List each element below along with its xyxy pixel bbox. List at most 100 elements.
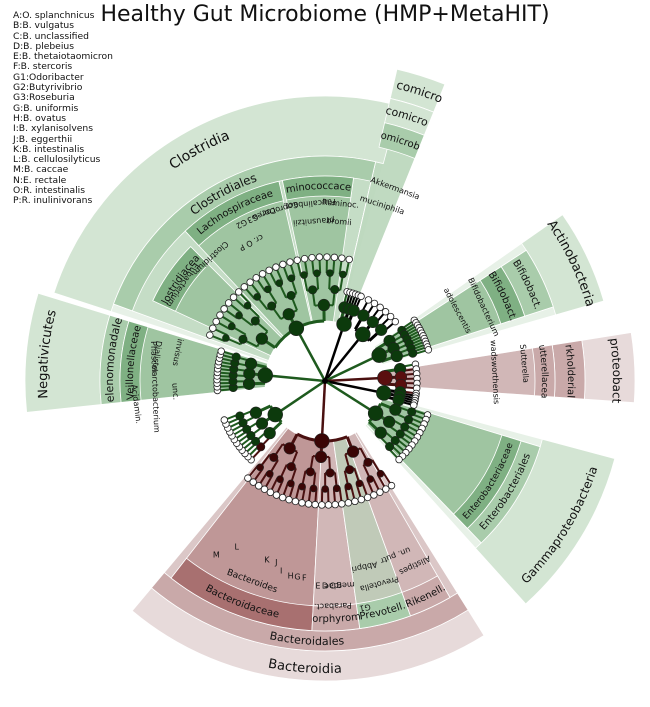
internal-node <box>256 442 266 452</box>
clade-band <box>119 320 149 403</box>
internal-node <box>400 422 410 432</box>
leaf-node <box>357 495 366 504</box>
leaf-node <box>249 478 257 486</box>
internal-node <box>235 311 243 320</box>
legend-entry: C:B. unclassified <box>13 30 89 42</box>
root-branch <box>274 379 326 416</box>
diagram-title: Healthy Gut Microbiome (HMP+MetaHIT) <box>100 2 550 27</box>
legend-entry: J:B. eggerthii <box>13 133 73 145</box>
legend-entry: A:O. splanchnicus <box>13 10 95 21</box>
internal-node <box>267 406 283 423</box>
root-branch <box>324 354 380 383</box>
internal-node <box>332 484 341 493</box>
leaf-node <box>220 416 228 424</box>
leaf-node <box>387 481 396 490</box>
leaf-node <box>291 497 300 506</box>
species-legend: A:O. splanchnicus B:B. vulgatus C:B. uncla… <box>13 10 113 207</box>
internal-node <box>326 269 334 277</box>
species-letter-label: F <box>302 573 307 582</box>
clade-band <box>281 175 354 201</box>
clade-band <box>401 575 451 617</box>
internal-node <box>336 316 352 332</box>
internal-node <box>255 417 269 430</box>
leaf-node <box>370 299 379 308</box>
leaf-node <box>364 296 373 304</box>
internal-node <box>300 271 308 279</box>
internal-node <box>389 403 402 416</box>
leaf-node <box>206 331 214 339</box>
leaf-node <box>209 324 217 332</box>
legend-entry: L:B. cellulosilyticus <box>13 154 101 166</box>
internal-node <box>256 463 264 472</box>
internal-node <box>313 269 321 278</box>
internal-node <box>314 450 328 463</box>
leaf-node <box>330 253 339 262</box>
clade-band <box>531 344 556 398</box>
leaf-label: bromii <box>326 216 352 227</box>
legend-entry: N:E. rectale <box>13 174 67 186</box>
species-letter-label: H <box>288 571 294 580</box>
leaf-node <box>293 256 301 264</box>
root-branch <box>324 376 385 383</box>
leaf-node <box>252 274 260 282</box>
legend-entry: B:B. vulgatus <box>13 20 75 32</box>
root-branch <box>265 374 326 383</box>
internal-node <box>325 468 335 478</box>
internal-node <box>283 442 296 455</box>
leaf-node <box>272 491 281 499</box>
leaf-label: G1 <box>359 602 372 613</box>
clade-band <box>152 246 209 312</box>
internal-node <box>249 406 263 419</box>
leaf-label: prausnitzii <box>293 215 335 227</box>
leaf-node <box>272 263 280 271</box>
leaf-node <box>382 485 390 493</box>
leaf-node <box>217 347 225 355</box>
root-branch <box>320 380 327 441</box>
internal-node <box>374 426 387 439</box>
leaf-node <box>304 500 313 508</box>
internal-node <box>288 320 305 336</box>
leaf-node <box>279 260 287 269</box>
leaf-node <box>370 491 378 499</box>
species-letter-label: C <box>329 581 335 590</box>
internal-node <box>228 322 236 331</box>
internal-node <box>298 482 306 491</box>
leaf-node <box>308 253 316 262</box>
leaf-node <box>395 455 403 464</box>
internal-node <box>345 465 355 475</box>
legend-entry: G2:Butyrivibrio <box>13 82 83 94</box>
leaf-node <box>229 293 238 301</box>
leaf-node <box>351 497 359 506</box>
clade-band <box>452 434 522 530</box>
clade-band <box>184 180 284 247</box>
internal-node <box>376 385 392 401</box>
leaf-node <box>240 283 248 291</box>
internal-node <box>367 405 384 421</box>
leaf-label: Phascolarctobacterium <box>149 341 161 433</box>
root-branch <box>323 323 346 382</box>
leaf-node <box>246 278 254 286</box>
internal-node <box>371 347 387 363</box>
internal-node <box>246 431 256 441</box>
internal-node <box>287 274 296 283</box>
clade-band <box>170 557 314 632</box>
leaf-node <box>285 495 293 504</box>
leaf-node <box>265 266 273 274</box>
internal-node <box>330 285 340 295</box>
internal-node <box>357 309 370 322</box>
tree-nodes <box>206 253 433 509</box>
clade-band <box>355 591 412 630</box>
internal-node <box>282 308 295 321</box>
leaf-node <box>260 485 269 493</box>
internal-node <box>255 332 268 345</box>
internal-node <box>347 304 360 317</box>
leaf-node <box>298 499 306 507</box>
species-letter-label: B <box>337 581 343 590</box>
leaf-node <box>376 303 384 312</box>
internal-node <box>395 429 405 439</box>
internal-node <box>390 349 403 363</box>
legend-entry: G:B. uniformis <box>13 102 79 114</box>
leaf-node <box>212 317 220 326</box>
leaf-node <box>381 308 390 316</box>
internal-node <box>222 334 230 342</box>
